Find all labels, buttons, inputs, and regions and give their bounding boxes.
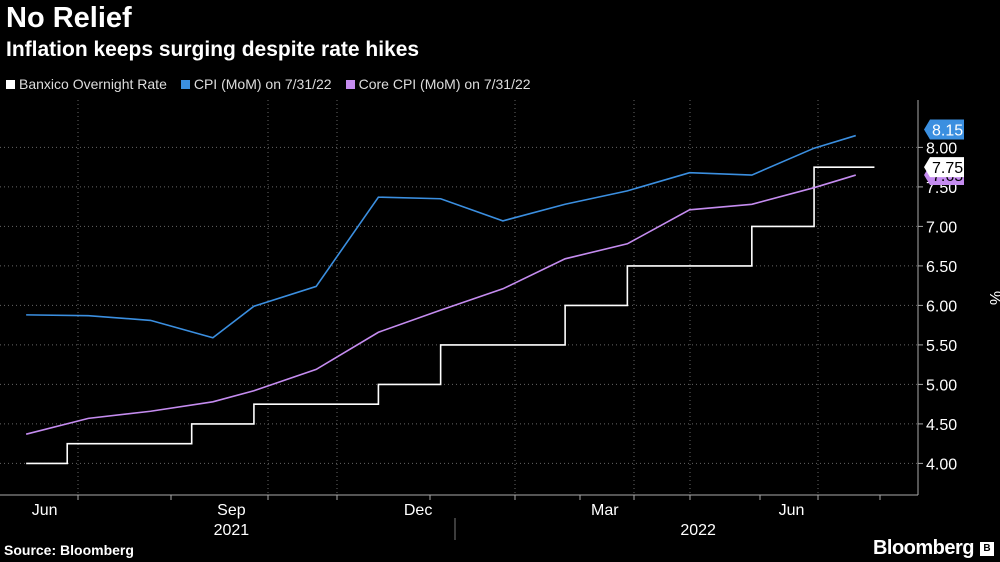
brand-logo: Bloomberg [872, 537, 975, 559]
x-tick-label: Mar [591, 502, 619, 519]
last-value-flag-banxico-box [924, 157, 964, 178]
series-line-cpi [26, 134, 856, 339]
y-tick-label: 5.50 [926, 338, 957, 355]
y-tick-label: 5.00 [926, 377, 957, 394]
y-tick-label: 8.00 [926, 140, 957, 157]
legend-swatch-cpi [180, 79, 190, 89]
legend-label-cpi: CPI (MoM) on 7/31/22 [193, 76, 332, 92]
brand-icon: B [980, 542, 994, 556]
last-value-flag-cpi-text: 8.15 [932, 123, 963, 140]
legend-item-core-cpi: Core CPI (MoM) on 7/31/22 [345, 76, 531, 92]
last-value-flag-banxico-text: 7.75 [932, 160, 963, 177]
y-axis-label: % [986, 291, 1000, 305]
y-tick-label: 7.00 [926, 219, 957, 236]
series-line-core-cpi [25, 174, 856, 435]
x-tick-label: Dec [404, 502, 432, 519]
x-tick-label: Sep [217, 502, 246, 519]
x-year-label: 2022 [680, 522, 716, 539]
legend-item-cpi: CPI (MoM) on 7/31/22 [180, 76, 332, 92]
legend: Banxico Overnight Rate CPI (MoM) on 7/31… [6, 76, 531, 92]
chart-title: No Relief [6, 2, 132, 34]
x-tick-label: Jun [32, 502, 58, 519]
legend-swatch-core-cpi [345, 79, 355, 89]
x-year-label: 2021 [214, 522, 250, 539]
series-line-banxico [26, 166, 875, 465]
legend-label-core-cpi: Core CPI (MoM) on 7/31/22 [358, 76, 531, 92]
legend-label-banxico: Banxico Overnight Rate [19, 76, 167, 92]
source-note: Source: Bloomberg [4, 542, 134, 558]
y-tick-label: 4.00 [926, 456, 957, 473]
y-tick-label: 6.50 [926, 259, 957, 276]
y-tick-label: 6.00 [926, 298, 957, 315]
y-tick-label: 4.50 [926, 417, 957, 434]
chart-subtitle: Inflation keeps surging despite rate hik… [6, 38, 420, 61]
legend-item-banxico: Banxico Overnight Rate [6, 76, 167, 92]
legend-swatch-banxico [6, 79, 15, 89]
x-tick-label: Jun [779, 502, 805, 519]
last-value-flag-cpi-box [924, 119, 964, 140]
